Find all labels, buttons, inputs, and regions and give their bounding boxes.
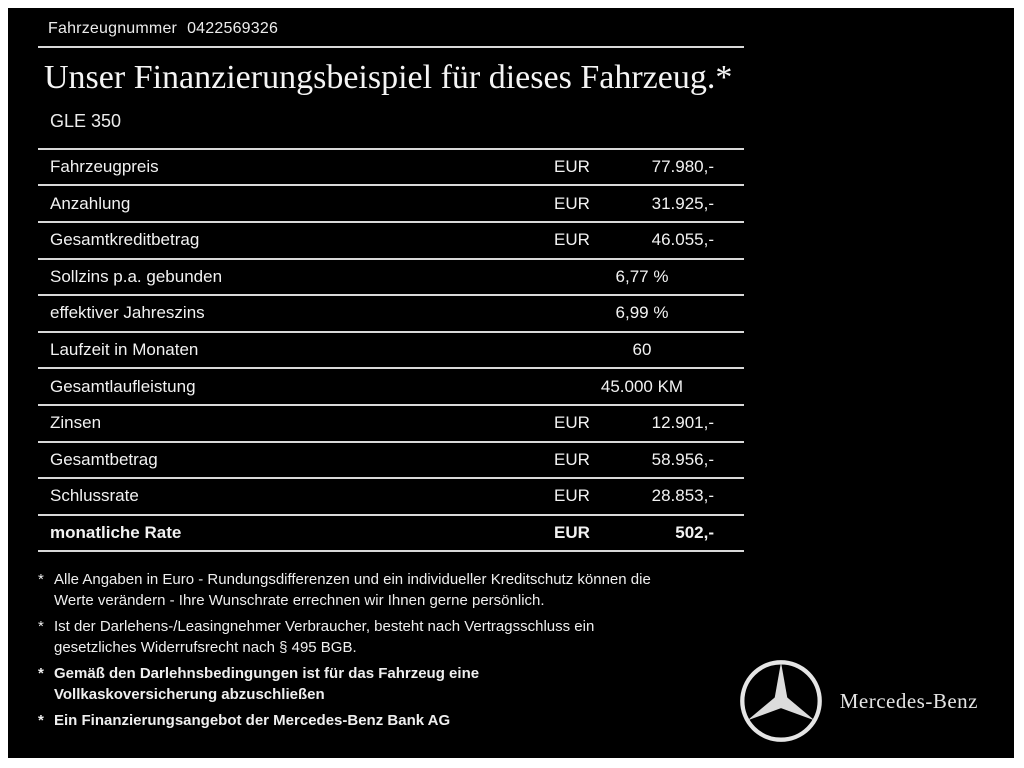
footnote-marker: * <box>38 571 44 589</box>
currency-label: EUR <box>554 486 590 506</box>
brand-block: Mercedes-Benz <box>738 658 978 744</box>
footnote: * Alle Angaben in Euro - Rundungsdiffere… <box>38 570 762 611</box>
table-row: effektiver Jahreszins 6,99 % <box>38 296 744 333</box>
page-title: Unser Finanzierungsbeispiel für dieses F… <box>44 59 733 96</box>
row-label: effektiver Jahreszins <box>50 303 205 323</box>
row-value: EUR 502,- <box>554 523 744 543</box>
footnote-marker: * <box>38 665 44 683</box>
row-amount: 6,99 % <box>615 303 669 323</box>
row-amount: 45.000 KM <box>600 376 684 396</box>
footnote: * Gemäß den Darlehnsbedingungen ist für … <box>38 664 762 705</box>
footnote-text: Ist der Darlehens-/Leasingnehmer Verbrau… <box>54 618 595 656</box>
table-row: monatliche Rate EUR 502,- <box>38 516 744 553</box>
row-amount: 31.925,- <box>651 193 714 213</box>
currency-label: EUR <box>554 523 590 543</box>
row-label: Fahrzeugpreis <box>50 157 159 177</box>
table-row: Gesamtlaufleistung 45.000 KM <box>38 369 744 406</box>
row-value: EUR 46.055,- <box>554 230 744 250</box>
financing-table: Fahrzeugpreis EUR 77.980,- Anzahlung EUR… <box>38 147 744 553</box>
vehicle-number-label: Fahrzeugnummer <box>48 20 178 37</box>
row-label: Gesamtlaufleistung <box>50 376 196 396</box>
row-value: EUR 31.925,- <box>554 194 744 214</box>
row-amount: 502,- <box>675 523 714 543</box>
vehicle-model: GLE 350 <box>50 110 122 131</box>
currency-label: EUR <box>554 413 590 433</box>
row-value: EUR 12.901,- <box>554 413 744 433</box>
table-row: Fahrzeugpreis EUR 77.980,- <box>38 150 744 187</box>
row-value: EUR 77.980,- <box>554 157 744 177</box>
footnote: * Ein Finanzierungsangebot der Mercedes-… <box>38 711 762 732</box>
footnote-text: Ein Finanzierungsangebot der Mercedes-Be… <box>54 712 451 730</box>
row-amount: 46.055,- <box>651 230 714 250</box>
row-label: Zinsen <box>50 413 102 433</box>
brand-wordmark: Mercedes-Benz <box>839 688 978 713</box>
content-area: Fahrzeugnummer 0422569326 Unser Finanzier… <box>8 8 1014 732</box>
row-label: Gesamtkreditbetrag <box>50 230 200 250</box>
table-row: Laufzeit in Monaten 60 <box>38 333 744 370</box>
table-row: Anzahlung EUR 31.925,- <box>38 186 744 223</box>
row-amount: 6,77 % <box>615 266 669 286</box>
row-amount: 58.956,- <box>651 449 714 469</box>
vehicle-number-line: Fahrzeugnummer 0422569326 <box>38 16 1014 46</box>
footnote-marker: * <box>38 618 44 636</box>
footnote-text: Alle Angaben in Euro - Rundungsdifferenz… <box>54 571 651 609</box>
table-row: Sollzins p.a. gebunden 6,77 % <box>38 260 744 297</box>
row-value: 60 <box>554 340 744 360</box>
table-row: Zinsen EUR 12.901,- <box>38 406 744 443</box>
row-label: Sollzins p.a. gebunden <box>50 266 223 286</box>
currency-label: EUR <box>554 230 590 250</box>
row-amount: 77.980,- <box>651 157 714 177</box>
row-amount: 28.853,- <box>651 486 714 506</box>
row-amount: 60 <box>632 340 652 360</box>
footnote: * Ist der Darlehens-/Leasingnehmer Verbr… <box>38 617 762 658</box>
table-row: Gesamtbetrag EUR 58.956,- <box>38 443 744 480</box>
row-value: EUR 58.956,- <box>554 450 744 470</box>
mercedes-star-logo <box>739 660 822 742</box>
row-label: Schlussrate <box>50 486 139 506</box>
currency-label: EUR <box>554 449 590 469</box>
row-label: monatliche Rate <box>50 523 182 543</box>
financing-sheet: Fahrzeugnummer 0422569326 Unser Finanzier… <box>8 8 1014 758</box>
row-label: Laufzeit in Monaten <box>50 340 199 360</box>
row-value: EUR 28.853,- <box>554 486 744 506</box>
vehicle-number-value: 0422569326 <box>187 20 279 37</box>
row-value: 6,99 % <box>554 303 744 323</box>
row-value: 45.000 KM <box>554 377 744 397</box>
row-label: Gesamtbetrag <box>50 449 158 469</box>
footnote-marker: * <box>38 712 44 730</box>
footnotes: * Alle Angaben in Euro - Rundungsdiffere… <box>38 570 762 732</box>
currency-label: EUR <box>554 157 590 177</box>
table-row: Schlussrate EUR 28.853,- <box>38 479 744 516</box>
row-value: 6,77 % <box>554 267 744 287</box>
footnote-text: Gemäß den Darlehnsbedingungen ist für da… <box>54 665 480 703</box>
currency-label: EUR <box>554 193 590 213</box>
row-amount: 12.901,- <box>651 413 714 433</box>
table-row: Gesamtkreditbetrag EUR 46.055,- <box>38 223 744 260</box>
header-divider <box>38 46 744 48</box>
row-label: Anzahlung <box>50 193 131 213</box>
